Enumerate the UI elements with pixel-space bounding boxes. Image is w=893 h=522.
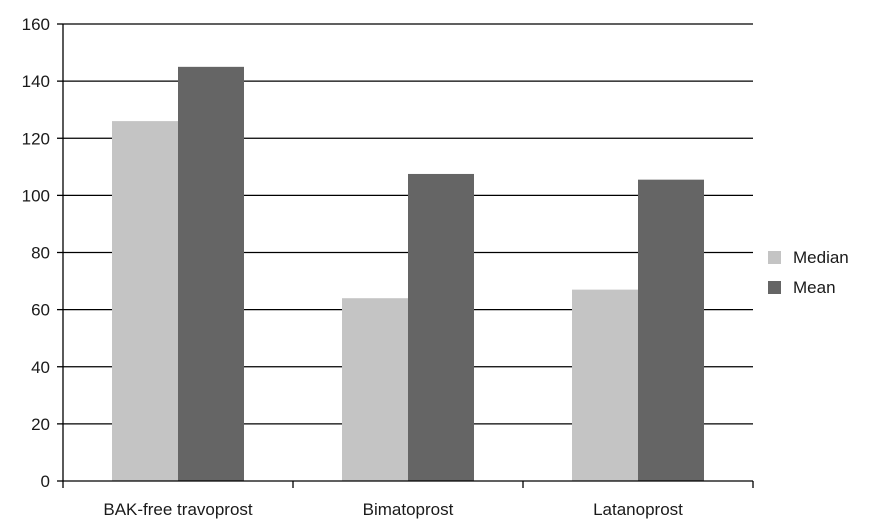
bar-mean-2: [638, 179, 704, 481]
legend-label-mean: Mean: [793, 278, 836, 297]
y-tick-label: 60: [31, 301, 50, 320]
axes: [57, 23, 754, 488]
x-category-label: Bimatoprost: [363, 500, 454, 519]
y-tick-label: 140: [22, 72, 50, 91]
y-tick-label: 20: [31, 415, 50, 434]
legend-swatch-median: [768, 251, 781, 264]
y-tick-labels: 0 20 40 60 80 100 120 140 160: [22, 15, 50, 491]
y-tick-label: 160: [22, 15, 50, 34]
legend-swatch-mean: [768, 281, 781, 294]
bar-median-1: [342, 298, 408, 481]
legend-label-median: Median: [793, 248, 849, 267]
x-category-label: BAK-free travoprost: [103, 500, 253, 519]
y-tick-label: 40: [31, 358, 50, 377]
y-tick-label: 100: [22, 186, 50, 205]
y-tick-label: 120: [22, 129, 50, 148]
y-tick-label: 0: [41, 472, 50, 491]
x-category-label: Latanoprost: [593, 500, 683, 519]
bar-median-0: [112, 121, 178, 482]
bar-mean-1: [408, 173, 474, 481]
bar-median-2: [572, 289, 638, 481]
bars: [112, 66, 704, 482]
y-tick-label: 80: [31, 244, 50, 263]
x-category-labels: BAK-free travoprost Bimatoprost Latanopros…: [103, 500, 683, 519]
legend: Median Mean: [768, 248, 849, 297]
bar-mean-0: [178, 66, 244, 481]
